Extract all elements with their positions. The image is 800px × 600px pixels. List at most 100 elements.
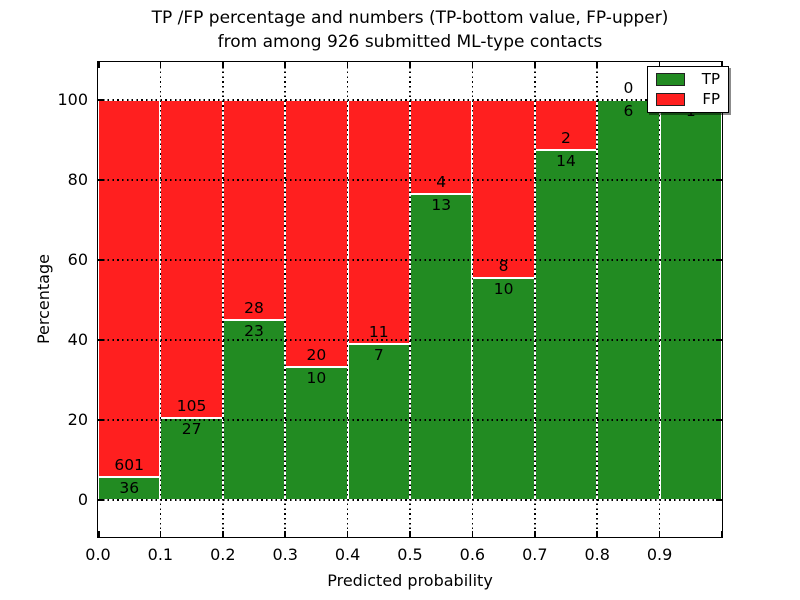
- plot-area: 601361052728232010117413810214061: [97, 61, 723, 538]
- y-tick-mark: [716, 419, 722, 421]
- bar-tp-count-label: 10: [306, 368, 327, 387]
- bar-fp-count-label: 20: [306, 345, 327, 364]
- bar-fp-segment: [347, 100, 410, 345]
- x-tick-mark: [159, 62, 162, 68]
- gridline-vertical: [284, 62, 286, 537]
- bar-tp-segment: [659, 100, 722, 500]
- x-tick-label: 0.6: [459, 545, 486, 564]
- gridline-vertical: [222, 62, 224, 537]
- gridline-vertical: [596, 62, 598, 537]
- x-tick-label: 0.2: [210, 545, 236, 564]
- bar-tp-segment: [534, 150, 598, 500]
- bar-tp-segment: [597, 100, 660, 500]
- tp-swatch-icon: [656, 73, 685, 86]
- chart-title: TP /FP percentage and numbers (TP-bottom…: [98, 7, 722, 54]
- bar-fp-count-label: 11: [368, 323, 389, 342]
- y-axis-label: Percentage: [34, 254, 53, 345]
- x-tick-label: 0.0: [85, 545, 111, 564]
- y-tick-label: 60: [67, 250, 88, 269]
- gridline-vertical: [658, 62, 661, 537]
- bar-fp-count-label: 105: [176, 397, 207, 416]
- x-tick-mark: [346, 62, 349, 68]
- bar-tp-segment: [347, 344, 410, 500]
- bar-tp-segment: [285, 366, 348, 500]
- y-tick-label: 100: [57, 90, 88, 109]
- x-tick-mark: [534, 62, 536, 68]
- x-tick-mark: [222, 531, 224, 537]
- bar-tp-count-label: 36: [119, 479, 140, 498]
- x-tick-mark: [471, 531, 474, 537]
- bar-fp-segment: [98, 100, 161, 478]
- x-axis-label: Predicted probability: [327, 571, 493, 590]
- bar-fp-count-label: 28: [244, 298, 264, 317]
- x-tick-mark: [222, 62, 224, 68]
- gridline-vertical: [534, 62, 536, 537]
- x-tick-mark: [534, 531, 536, 537]
- y-tick-mark: [98, 259, 104, 261]
- bar-tp-segment: [472, 277, 535, 500]
- y-tick-mark: [716, 499, 722, 501]
- legend-label-tp: TP: [701, 70, 720, 88]
- x-tick-label: 0.4: [334, 545, 361, 564]
- gridline-vertical: [159, 62, 162, 537]
- x-tick-mark: [471, 62, 474, 68]
- y-tick-mark: [716, 259, 722, 261]
- y-tick-mark: [98, 339, 104, 341]
- y-tick-label: 80: [67, 170, 88, 189]
- x-tick-mark: [596, 62, 598, 68]
- legend: TP FP: [647, 66, 729, 113]
- x-tick-label: 0.1: [147, 545, 174, 564]
- gridline-vertical: [471, 62, 474, 537]
- bar-fp-count-label: 601: [114, 456, 144, 475]
- chart-title-line2: from among 926 submitted ML-type contact…: [217, 31, 603, 52]
- x-tick-mark: [284, 62, 286, 68]
- legend-entry-tp: TP: [656, 72, 720, 87]
- bar-fp-count-label: 4: [436, 173, 447, 192]
- x-tick-label: 0.5: [397, 545, 423, 564]
- x-tick-mark: [720, 62, 722, 68]
- bar-tp-count-label: 27: [181, 420, 202, 439]
- gridline-vertical: [346, 62, 349, 537]
- x-tick-mark: [409, 531, 411, 537]
- bar-fp-segment: [222, 100, 286, 320]
- x-tick-mark: [159, 531, 162, 537]
- bar-tp-segment: [222, 319, 286, 500]
- x-tick-mark: [658, 62, 661, 68]
- bar-fp-segment: [160, 100, 223, 419]
- bar-fp-count-label: 0: [623, 79, 634, 97]
- bar-tp-count-label: 23: [244, 321, 264, 340]
- y-tick-mark: [98, 179, 104, 181]
- bar-tp-count-label: 14: [556, 152, 576, 170]
- y-tick-label: 40: [67, 330, 88, 349]
- x-tick-mark: [98, 531, 100, 537]
- y-tick-mark: [98, 99, 104, 101]
- y-tick-mark: [98, 419, 104, 421]
- x-tick-mark: [284, 531, 286, 537]
- legend-label-fp: FP: [702, 90, 720, 108]
- bar-tp-count-label: 10: [493, 279, 514, 298]
- bar-tp-count-label: 6: [623, 102, 634, 120]
- bar-fp-count-label: 8: [498, 256, 509, 275]
- bar-tp-segment: [410, 194, 473, 500]
- chart-title-line1: TP /FP percentage and numbers (TP-bottom…: [151, 8, 669, 28]
- y-tick-mark: [716, 179, 722, 181]
- x-tick-label: 0.7: [522, 545, 548, 564]
- bar-fp-count-label: 2: [561, 129, 571, 147]
- x-tick-label: 0.9: [646, 545, 673, 564]
- y-tick-mark: [716, 339, 722, 341]
- legend-entry-fp: FP: [656, 92, 720, 107]
- x-tick-mark: [596, 531, 598, 537]
- x-tick-mark: [346, 531, 349, 537]
- y-tick-label: 0: [77, 490, 88, 509]
- y-tick-mark: [98, 499, 104, 501]
- bar-tp-count-label: 7: [373, 346, 384, 365]
- x-tick-mark: [98, 62, 100, 68]
- x-tick-label: 0.3: [272, 545, 298, 564]
- gridline-vertical: [409, 62, 411, 537]
- bar-fp-segment: [285, 100, 348, 367]
- x-tick-mark: [720, 531, 722, 537]
- x-tick-label: 0.8: [584, 545, 610, 564]
- bar-fp-segment: [472, 100, 535, 278]
- x-tick-mark: [658, 531, 661, 537]
